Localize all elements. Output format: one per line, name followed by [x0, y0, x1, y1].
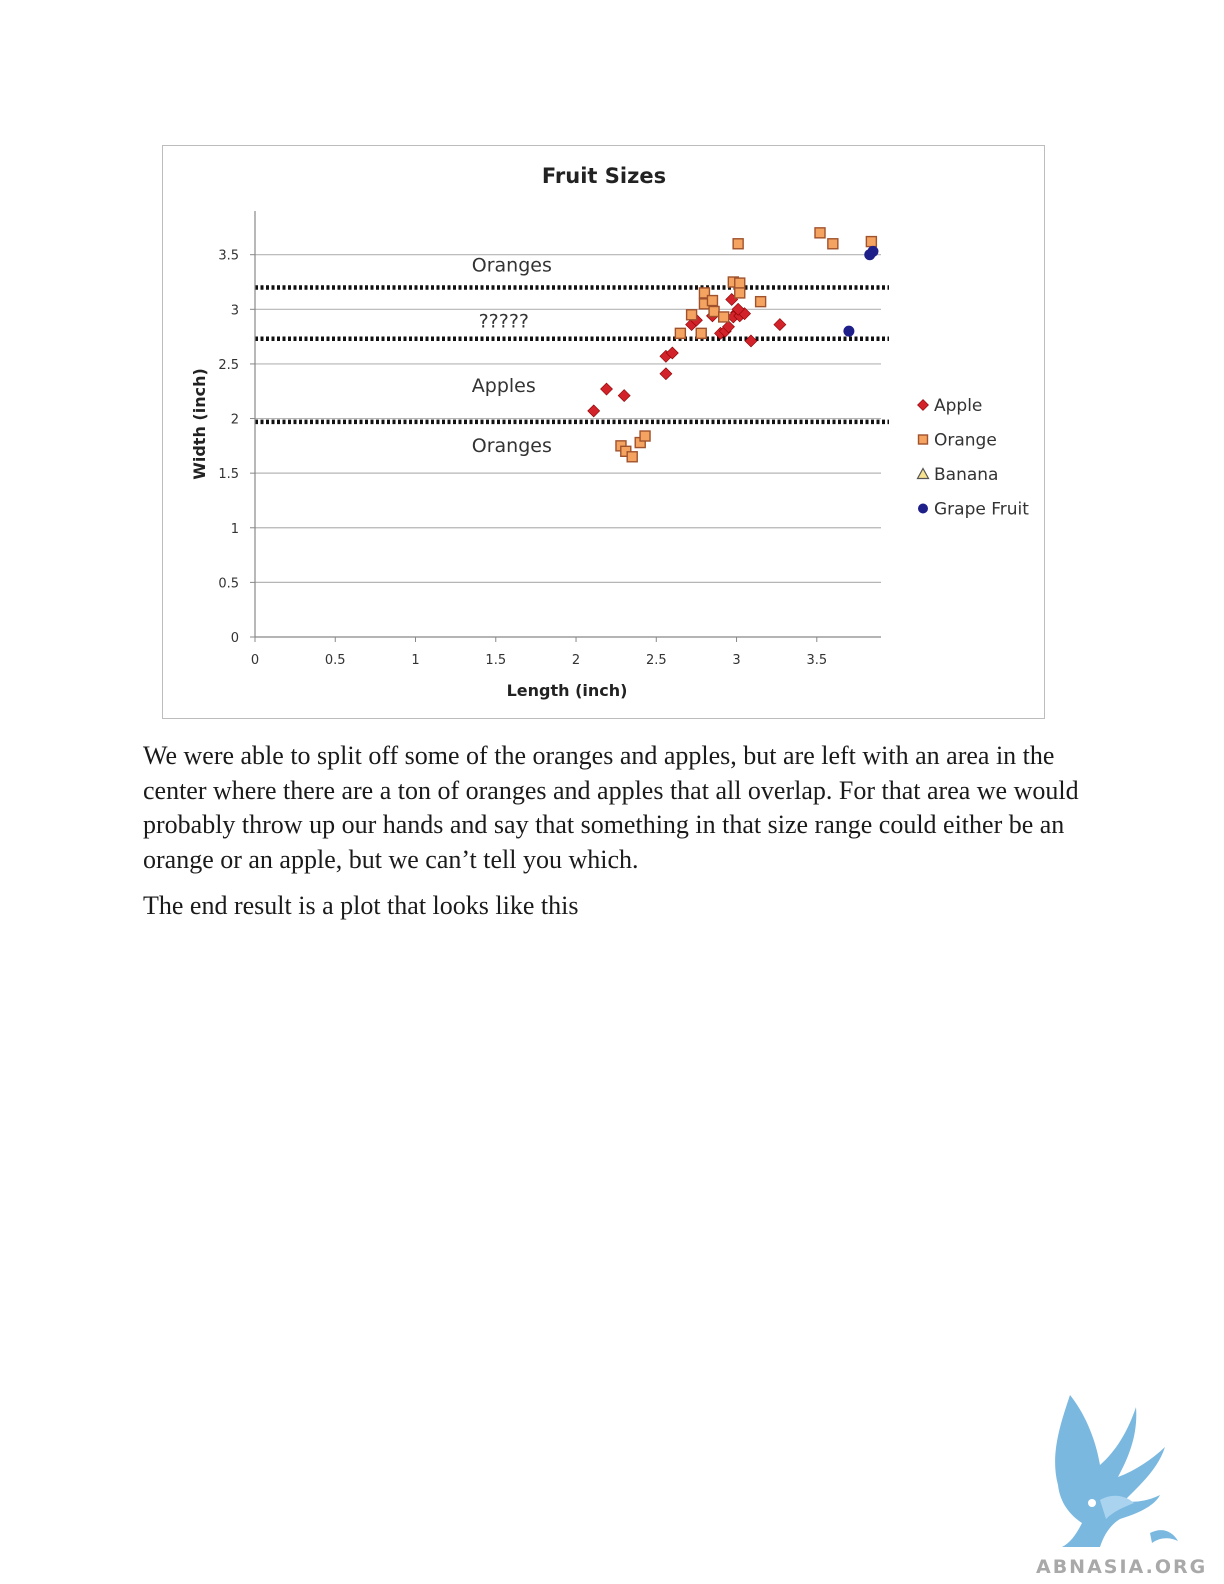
x-tick-label: 1.5: [485, 653, 506, 668]
data-point-apple: [587, 404, 601, 418]
x-tick-label: 3: [732, 653, 740, 668]
data-point-orange: [827, 238, 839, 250]
x-tick-label: 2: [572, 653, 580, 668]
data-point-orange: [865, 235, 878, 248]
data-point-orange: [754, 295, 767, 308]
fruit-sizes-chart: Fruit Sizes 0 0.5 1 1.5 2 2.5 3 3.5 0 0.5 1 1.5 2 2.5…: [162, 145, 1045, 719]
x-axis-label: Length (inch): [507, 681, 628, 700]
x-tick-label: 3.5: [806, 653, 827, 668]
legend-label: Grape Fruit: [934, 500, 1029, 520]
legend-marker: [917, 434, 929, 445]
region-label: Apples: [472, 375, 536, 397]
y-axis-label: Width (inch): [190, 368, 209, 480]
paragraph-result: The end result is a plot that looks like…: [143, 891, 579, 920]
data-point-orange: [814, 227, 826, 239]
y-tick-label: 3: [231, 303, 239, 318]
data-point-orange: [732, 238, 744, 250]
data-point-orange: [708, 305, 720, 318]
data-point-orange: [698, 287, 711, 299]
x-tick-label: 1: [411, 653, 419, 668]
data-point-orange: [626, 451, 638, 463]
data-point-grape-fruit: [867, 245, 879, 257]
data-point-orange: [685, 309, 698, 321]
y-tick-label: 3.5: [218, 249, 239, 264]
watermark-text: ABNASIA.ORG: [1036, 1556, 1208, 1578]
data-point-orange: [695, 327, 707, 340]
griffin-logo-icon: [1055, 1395, 1178, 1547]
chart-canvas: Fruit Sizes 0 0.5 1 1.5 2 2.5 3 3.5 0 0.5 1 1.5 2 2.5…: [190, 164, 1029, 700]
data-point-apple: [731, 302, 745, 316]
y-tick-label: 0: [231, 631, 239, 646]
x-tick-label: 2.5: [646, 653, 667, 668]
data-point-apple: [659, 367, 673, 381]
data-point-apple: [744, 334, 758, 348]
data-point-orange: [717, 311, 730, 323]
data-point-apple: [617, 389, 631, 403]
region-label: Oranges: [472, 255, 552, 277]
data-point-orange: [674, 327, 687, 340]
data-point-orange: [734, 287, 746, 299]
y-tick-label: 2.5: [218, 358, 239, 373]
legend-marker: [917, 399, 929, 411]
legend-marker: [918, 503, 928, 514]
y-tick-label: 1: [231, 522, 239, 537]
x-tick-label: 0.5: [325, 653, 346, 668]
region-label: Oranges: [472, 435, 552, 457]
data-point-apple: [665, 346, 679, 360]
data-point-orange: [734, 277, 746, 289]
legend-marker: [916, 467, 930, 480]
data-point-orange: [639, 430, 651, 442]
x-tick-label: 0: [251, 653, 259, 668]
data-point-apple: [722, 320, 735, 334]
data-point-orange: [706, 294, 719, 307]
legend-label: Apple: [934, 396, 982, 416]
y-tick-label: 2: [231, 413, 239, 428]
data-point-apple: [600, 382, 613, 396]
legend-label: Banana: [934, 465, 998, 485]
region-label: ?????: [479, 310, 529, 332]
data-point-grape-fruit: [843, 325, 855, 337]
legend-label: Orange: [934, 431, 997, 451]
data-point-apple: [773, 318, 787, 332]
y-tick-label: 0.5: [218, 576, 239, 591]
paragraph-explanation: We were able to split off some of the or…: [143, 741, 1079, 874]
chart-title: Fruit Sizes: [542, 164, 666, 188]
y-tick-label: 1.5: [218, 467, 239, 482]
